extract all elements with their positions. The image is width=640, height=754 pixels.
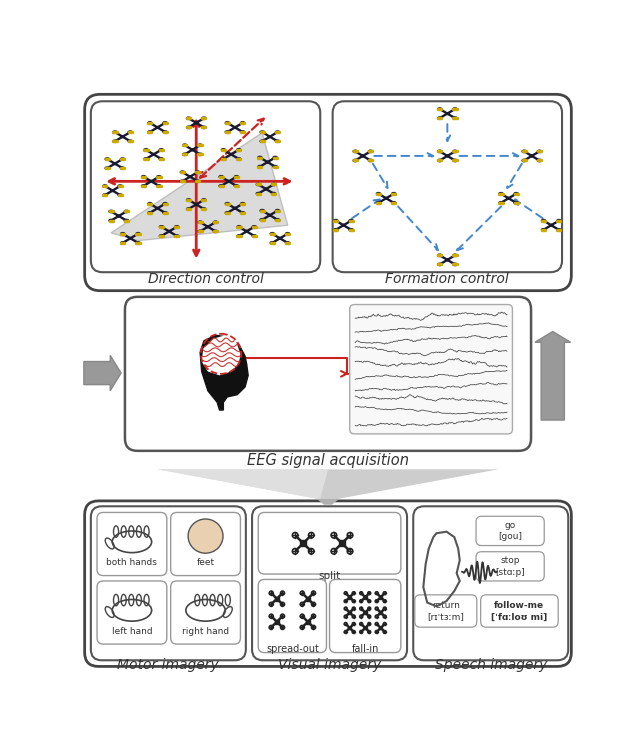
Bar [364,596,367,599]
Text: Motor imagery: Motor imagery [118,658,220,672]
FancyBboxPatch shape [266,161,269,163]
Bar [339,541,345,546]
Text: fall-in: fall-in [351,645,379,654]
Bar [364,627,367,630]
FancyBboxPatch shape [152,154,155,155]
FancyBboxPatch shape [385,198,388,199]
FancyBboxPatch shape [113,163,116,164]
FancyBboxPatch shape [259,513,401,574]
Text: left hand: left hand [111,627,152,636]
Text: Direction control: Direction control [148,272,264,286]
FancyBboxPatch shape [330,579,401,652]
FancyBboxPatch shape [446,155,449,157]
FancyBboxPatch shape [234,207,236,209]
FancyBboxPatch shape [252,506,407,661]
Bar [348,627,351,630]
Bar [275,596,279,601]
Polygon shape [111,133,288,241]
FancyBboxPatch shape [156,207,159,209]
FancyBboxPatch shape [150,180,153,182]
FancyBboxPatch shape [97,581,167,644]
Polygon shape [157,469,328,498]
Bar [380,611,382,614]
FancyBboxPatch shape [189,176,191,178]
FancyBboxPatch shape [507,198,510,199]
FancyBboxPatch shape [171,513,241,575]
FancyBboxPatch shape [168,231,171,232]
FancyBboxPatch shape [362,155,364,157]
FancyBboxPatch shape [171,581,241,644]
FancyArrow shape [84,355,121,391]
FancyBboxPatch shape [84,94,572,291]
Text: feet: feet [196,559,214,568]
FancyBboxPatch shape [415,595,477,627]
FancyBboxPatch shape [342,224,345,226]
FancyBboxPatch shape [111,190,114,192]
Bar [306,596,310,601]
Bar [348,596,351,599]
Bar [364,611,367,614]
Polygon shape [157,469,499,498]
FancyBboxPatch shape [268,136,271,137]
FancyBboxPatch shape [349,305,513,434]
Text: split: split [319,571,340,581]
Bar [348,611,351,614]
FancyBboxPatch shape [481,595,558,627]
FancyArrow shape [535,332,571,420]
FancyBboxPatch shape [121,136,124,137]
FancyBboxPatch shape [268,214,271,216]
FancyBboxPatch shape [476,516,544,546]
Text: stop
[stɑːp]: stop [stɑːp] [495,556,525,577]
FancyBboxPatch shape [91,101,320,272]
FancyBboxPatch shape [264,188,268,190]
FancyBboxPatch shape [333,101,562,272]
FancyBboxPatch shape [91,506,246,661]
FancyBboxPatch shape [195,204,198,205]
Bar [380,627,382,630]
FancyBboxPatch shape [531,155,533,157]
FancyBboxPatch shape [259,579,326,652]
Text: right hand: right hand [182,627,229,636]
Ellipse shape [188,519,223,553]
Text: return
[rɪˈtɜːm]: return [rɪˈtɜːm] [428,601,464,621]
FancyBboxPatch shape [476,552,544,581]
FancyBboxPatch shape [413,506,568,661]
Bar [300,541,306,546]
Text: Formation control: Formation control [385,272,509,286]
FancyBboxPatch shape [278,238,282,239]
Text: both hands: both hands [106,559,157,568]
FancyBboxPatch shape [117,215,120,217]
FancyBboxPatch shape [446,112,449,115]
FancyBboxPatch shape [191,149,194,151]
FancyBboxPatch shape [129,238,132,239]
FancyBboxPatch shape [245,231,248,232]
FancyBboxPatch shape [230,154,232,155]
Text: spread-out: spread-out [266,645,319,654]
FancyBboxPatch shape [195,122,198,124]
FancyBboxPatch shape [84,501,572,667]
Text: EEG signal acquisition: EEG signal acquisition [247,452,409,467]
Polygon shape [200,336,248,410]
Text: go
[gou]: go [gou] [498,520,522,541]
FancyBboxPatch shape [227,180,230,182]
FancyBboxPatch shape [446,259,449,261]
FancyBboxPatch shape [125,297,531,451]
FancyBboxPatch shape [550,224,553,226]
Bar [380,596,382,599]
Polygon shape [316,498,340,504]
Text: Visual imagery: Visual imagery [278,658,381,672]
Text: follow-me
[ˈfɑːloʊ mi]: follow-me [ˈfɑːloʊ mi] [492,601,548,621]
Polygon shape [202,336,241,375]
Text: Speech imagery: Speech imagery [435,658,547,672]
FancyBboxPatch shape [156,127,159,128]
FancyBboxPatch shape [234,127,236,128]
FancyBboxPatch shape [97,513,167,575]
Bar [275,620,279,624]
FancyBboxPatch shape [207,226,209,228]
Bar [306,620,310,624]
